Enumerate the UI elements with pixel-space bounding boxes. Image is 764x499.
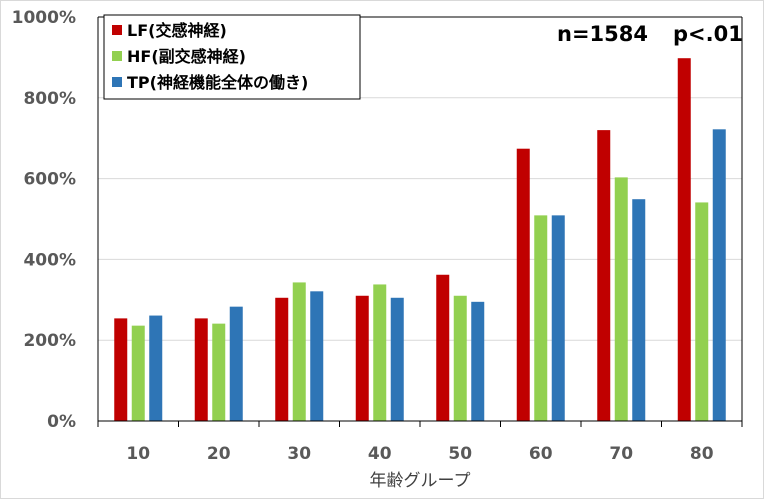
bar xyxy=(453,295,467,421)
bar xyxy=(516,148,530,422)
legend-label: LF(交感神経) xyxy=(127,21,227,40)
legend: LF(交感神経) HF(副交感神経) TP(神経機能全体の働き) xyxy=(103,14,361,100)
bar xyxy=(292,282,306,421)
bar xyxy=(373,284,387,421)
axes: 0% 200% 400% 600% 800% 1000% 10 20 30 40 50 60 70 80 xyxy=(12,8,743,464)
sample-size-label: n=1584 xyxy=(557,22,648,46)
y-tick-label: 600% xyxy=(23,170,76,190)
legend-swatch xyxy=(112,51,122,61)
bar xyxy=(310,291,324,421)
legend-label: HF(副交感神経) xyxy=(127,47,246,66)
y-tick-label: 0% xyxy=(47,412,76,432)
bar xyxy=(712,129,726,421)
y-tick-label: 400% xyxy=(23,250,76,270)
p-value-label: p<.01 xyxy=(673,22,743,46)
x-tick-label: 80 xyxy=(690,444,714,464)
legend-swatch xyxy=(112,25,122,35)
x-tick-label: 40 xyxy=(368,444,392,464)
bar xyxy=(436,274,450,421)
bar xyxy=(355,295,369,421)
x-tick-label: 50 xyxy=(448,444,472,464)
y-tick-label: 1000% xyxy=(12,8,76,28)
y-tick-label: 200% xyxy=(23,331,76,351)
bar xyxy=(597,130,611,421)
x-axis-title: 年齢グループ xyxy=(370,471,471,491)
bar xyxy=(632,199,646,421)
x-tick-label: 30 xyxy=(287,444,311,464)
legend-label: TP(神経機能全体の働き) xyxy=(127,73,308,92)
bar xyxy=(149,315,163,421)
bar xyxy=(534,215,548,421)
y-tick-label: 800% xyxy=(23,89,76,109)
bar xyxy=(212,323,226,421)
bar xyxy=(551,215,565,421)
x-tick-label: 10 xyxy=(126,444,150,464)
bar xyxy=(229,306,243,421)
bar xyxy=(131,325,145,421)
legend-swatch xyxy=(112,77,122,87)
legend-box xyxy=(103,14,361,100)
bar xyxy=(114,318,128,421)
bars xyxy=(114,58,726,422)
bar xyxy=(677,58,691,421)
x-tick-label: 70 xyxy=(609,444,633,464)
x-tick-label: 60 xyxy=(529,444,553,464)
bar xyxy=(695,202,709,421)
bar xyxy=(275,297,289,421)
x-tick-label: 20 xyxy=(207,444,231,464)
bar xyxy=(390,297,404,421)
bar xyxy=(471,301,485,421)
bar xyxy=(614,177,628,421)
bar xyxy=(194,318,208,421)
